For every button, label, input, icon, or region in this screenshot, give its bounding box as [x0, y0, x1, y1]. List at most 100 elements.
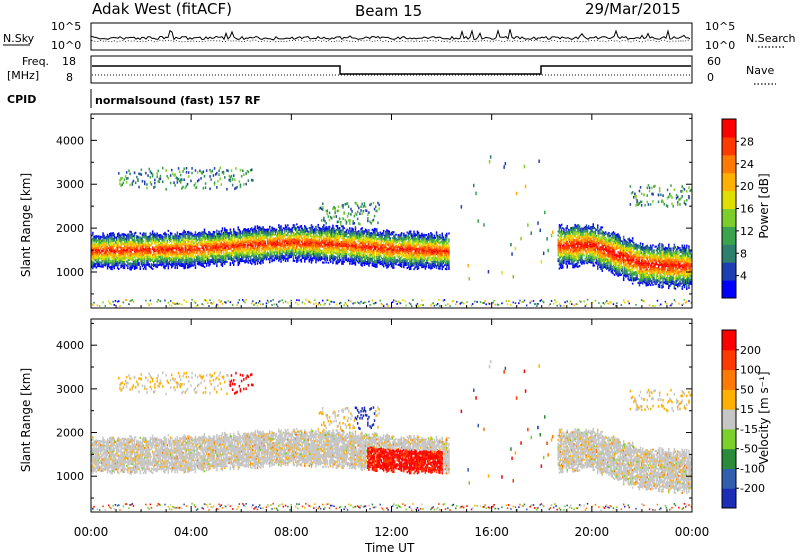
power-cell [227, 238, 229, 241]
power-cell [199, 251, 201, 254]
power-cell [271, 230, 273, 233]
power-cell [224, 255, 226, 257]
power-cell [314, 229, 316, 232]
power-cell [302, 229, 305, 232]
power-cell [202, 251, 205, 254]
power-cell [233, 228, 235, 231]
power-cell [111, 236, 113, 239]
power-cell [345, 231, 348, 234]
power-cell [124, 251, 127, 254]
power-cell [164, 235, 166, 238]
freq-left-tick-top: 18 [62, 55, 76, 68]
power-cell [356, 256, 359, 259]
power-cell [309, 254, 312, 257]
power-cell [134, 259, 137, 262]
power-cell [325, 249, 327, 252]
power-cell [93, 237, 95, 240]
power-cell [168, 258, 171, 261]
power-cell [256, 239, 259, 241]
power-cell [154, 252, 156, 255]
power-cell [138, 252, 140, 255]
power-cell [372, 262, 375, 265]
power-cell [417, 253, 420, 256]
power-cell [145, 236, 147, 239]
power-cell [279, 256, 281, 259]
power-cell [134, 231, 137, 234]
power-cell [227, 236, 229, 239]
power-cell [201, 253, 203, 256]
power-cell [363, 236, 366, 239]
power-cell [402, 261, 404, 264]
power-cell [350, 213, 352, 216]
power-cell [278, 234, 280, 236]
power-cell [389, 237, 392, 240]
power-cell [212, 174, 215, 177]
power-cell [296, 227, 298, 230]
power-cell [405, 252, 407, 255]
power-cell [182, 263, 184, 266]
power-cell [219, 245, 221, 247]
power-cell [245, 239, 247, 241]
power-cell [359, 246, 361, 249]
power-cell [109, 240, 111, 243]
power-cell [402, 237, 404, 240]
power-cell [131, 241, 134, 244]
power-cell [276, 231, 279, 234]
power-cell [362, 238, 365, 241]
power-cell [405, 236, 407, 239]
power-cell [246, 169, 248, 173]
power-cell [293, 252, 296, 254]
power-cell [109, 232, 111, 235]
power-cell [172, 258, 174, 261]
power-cell [175, 256, 177, 259]
power-cell [289, 238, 291, 241]
power-cell [194, 259, 197, 261]
power-cell [356, 232, 359, 235]
power-cell [252, 246, 254, 249]
power-cell [377, 257, 379, 260]
power-cell [388, 252, 390, 255]
power-cell [139, 172, 141, 176]
power-cell [201, 231, 203, 234]
power-cell [296, 241, 298, 244]
power-cell [144, 252, 146, 255]
power-cell [218, 256, 220, 259]
power-cell [360, 246, 362, 248]
power-cell [313, 250, 315, 253]
power-cell [413, 246, 415, 249]
power-cell [361, 233, 363, 236]
power-cell [234, 230, 236, 233]
power-cell [406, 243, 408, 246]
power-cell [148, 251, 150, 254]
power-cell [247, 257, 250, 260]
power-cell [185, 167, 188, 170]
power-cell [127, 261, 129, 264]
power-cell [151, 238, 154, 241]
power-cell [121, 239, 123, 242]
power-cell [270, 239, 272, 242]
power-cell [414, 244, 416, 247]
power-cell [319, 257, 322, 260]
power-cell [193, 249, 195, 252]
power-cell [341, 245, 343, 248]
power-cell [105, 255, 108, 258]
power-cell [204, 232, 207, 235]
power-cell [246, 228, 248, 231]
power-cell [155, 239, 157, 242]
power-cell [222, 235, 225, 238]
power-cell [403, 266, 405, 269]
power-cell [335, 240, 337, 243]
power-cell [260, 252, 262, 255]
power-cell [238, 236, 241, 239]
power-cell [279, 258, 281, 261]
power-cell [141, 253, 144, 256]
power-cell [398, 256, 401, 259]
power-cell [166, 243, 168, 246]
power-cell [96, 249, 99, 252]
power-cell [398, 258, 401, 261]
power-cell [386, 266, 388, 269]
power-cell [380, 254, 383, 257]
power-cell [309, 240, 312, 243]
power-cell [295, 227, 297, 230]
power-cell [279, 228, 281, 231]
